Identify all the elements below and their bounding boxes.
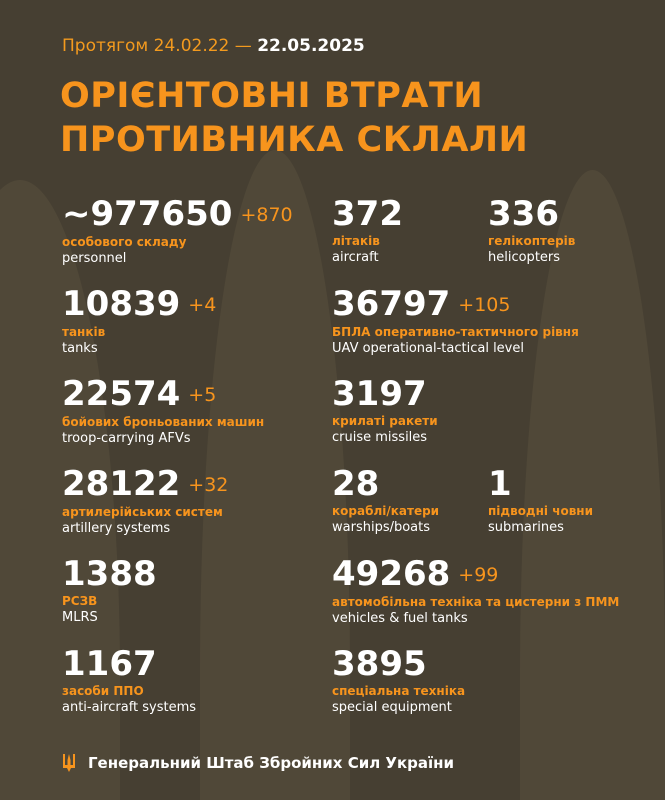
stat-item: 3197 крилаті ракети cruise missiles xyxy=(332,375,438,446)
stat-value: 49268 +99 xyxy=(332,555,619,594)
stat-value: 1 xyxy=(488,465,593,503)
stat-number: 336 xyxy=(488,194,559,234)
stat-label-en: tanks xyxy=(62,341,98,356)
stat-item: 49268 +99 автомобільна техніка та цистерни… xyxy=(332,555,619,627)
stat-value: 1388 xyxy=(62,555,157,593)
stat-increase: +870 xyxy=(240,204,293,226)
stat-label-en: artillery systems xyxy=(62,521,171,536)
stat-label-ua: РСЗВ xyxy=(62,594,98,608)
stat-item: 336 гелікоптерів helicopters xyxy=(488,195,575,266)
stat-value: 10839 +4 xyxy=(62,285,216,324)
stat-label-ua: літаків xyxy=(332,234,380,248)
stat-label-ua: бойових броньованих машин xyxy=(62,415,265,429)
stat-label-ua: спеціальна техніка xyxy=(332,684,466,698)
stat-number: 28 xyxy=(332,464,380,504)
stat-number: 1388 xyxy=(62,554,157,594)
stat-value: 28122 +32 xyxy=(62,465,228,504)
stat-number: 22574 xyxy=(62,374,181,414)
stat-label-en: aircraft xyxy=(332,250,379,265)
stat-value: 372 xyxy=(332,195,403,233)
stat-label-ua: гелікоптерів xyxy=(488,234,576,248)
footer-text: Генеральний Штаб Збройних Сил України xyxy=(88,754,455,772)
stat-number: 28122 xyxy=(62,464,181,504)
stat-number: 3895 xyxy=(332,644,427,684)
stat-label-ua: підводні човни xyxy=(488,504,593,518)
stat-label-en: UAV operational-tactical level xyxy=(332,341,524,356)
stat-value: 36797 +105 xyxy=(332,285,579,324)
stat-value: 22574 +5 xyxy=(62,375,264,414)
stat-label-ua: БПЛА оперативно-тактичного рівня xyxy=(332,325,579,339)
stat-item: 22574 +5 бойових броньованих машин troop-ca… xyxy=(62,375,264,447)
stat-label-ua: автомобільна техніка та цистерни з ПММ xyxy=(332,595,620,609)
stat-item: 1167 засоби ППО anti-aircraft systems xyxy=(62,645,196,716)
stat-number: 1167 xyxy=(62,644,157,684)
stat-item: 372 літаків aircraft xyxy=(332,195,403,266)
stat-label-en: MLRS xyxy=(62,610,98,625)
title-line-2: ПРОТИВНИКА СКЛАЛИ xyxy=(60,120,529,160)
stat-label-en: warships/boats xyxy=(332,520,431,535)
stat-label-en: submarines xyxy=(488,520,564,535)
stat-label-ua: артилерійських систем xyxy=(62,505,223,519)
stat-number: 1 xyxy=(488,464,512,504)
footer: Генеральний Штаб Збройних Сил України xyxy=(62,753,454,773)
stat-number: 49268 xyxy=(332,554,451,594)
stat-label-ua: крилаті ракети xyxy=(332,414,438,428)
period-date: 22.05.2025 xyxy=(257,36,365,56)
stat-item: 1388 РСЗВ MLRS xyxy=(62,555,157,626)
stat-value: 1167 xyxy=(62,645,196,683)
stat-number: 36797 xyxy=(332,284,451,324)
stat-number: 10839 xyxy=(62,284,181,324)
stat-number: ~977650 xyxy=(62,194,233,234)
stat-label-en: special equipment xyxy=(332,700,452,715)
stat-label-ua: засоби ППО xyxy=(62,684,144,698)
stat-label-ua: особового складу xyxy=(62,235,187,249)
stat-item: ~977650 +870 особового складу personnel xyxy=(62,195,293,267)
stat-label-en: anti-aircraft systems xyxy=(62,700,197,715)
stat-increase: +32 xyxy=(188,474,229,496)
stat-item: 1 підводні човни submarines xyxy=(488,465,593,536)
period: Протягом 24.02.22 — 22.05.2025 xyxy=(62,36,365,56)
stat-number: 3197 xyxy=(332,374,427,414)
stat-value: 28 xyxy=(332,465,439,503)
stat-label-ua: танків xyxy=(62,325,106,339)
period-prefix: Протягом 24.02.22 — xyxy=(62,36,252,56)
stat-increase: +105 xyxy=(458,294,511,316)
stat-increase: +99 xyxy=(458,564,499,586)
stat-label-en: vehicles & fuel tanks xyxy=(332,611,468,626)
stat-item: 28 кораблі/катери warships/boats xyxy=(332,465,439,536)
stat-label-en: helicopters xyxy=(488,250,561,265)
stat-number: 372 xyxy=(332,194,403,234)
trident-icon xyxy=(63,754,75,772)
page-title: ОРІЄНТОВНІ ВТРАТИ ПРОТИВНИКА СКЛАЛИ xyxy=(60,74,528,162)
stat-item: 3895 спеціальна техніка special equipment xyxy=(332,645,465,716)
stat-label-en: personnel xyxy=(62,251,127,266)
stat-value: 336 xyxy=(488,195,575,233)
stat-item: 28122 +32 артилерійських систем artillery s… xyxy=(62,465,228,537)
stat-label-ua: кораблі/катери xyxy=(332,504,440,518)
stat-label-en: troop-carrying AFVs xyxy=(62,431,191,446)
stat-value: ~977650 +870 xyxy=(62,195,293,234)
title-line-1: ОРІЄНТОВНІ ВТРАТИ xyxy=(60,76,484,116)
stat-increase: +4 xyxy=(188,294,217,316)
stat-value: 3197 xyxy=(332,375,438,413)
stat-value: 3895 xyxy=(332,645,465,683)
stat-item: 10839 +4 танків tanks xyxy=(62,285,216,357)
stat-label-en: cruise missiles xyxy=(332,430,428,445)
stat-increase: +5 xyxy=(188,384,217,406)
stat-item: 36797 +105 БПЛА оперативно-тактичного рівн… xyxy=(332,285,579,357)
